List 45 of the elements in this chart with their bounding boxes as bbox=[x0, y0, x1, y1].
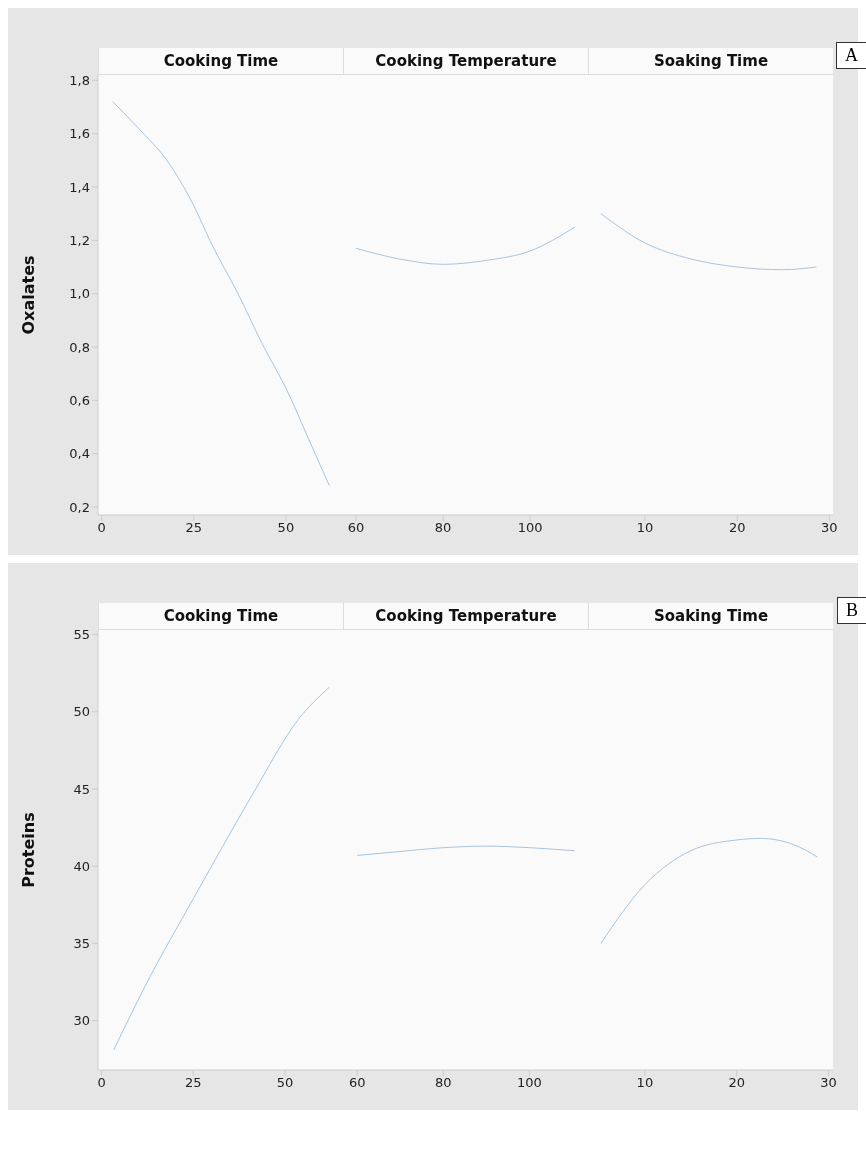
chart-title: Cooking Temperature bbox=[343, 603, 588, 630]
chart-title: Cooking Time bbox=[98, 48, 343, 75]
x-tick-label: 10 bbox=[636, 520, 654, 536]
x-tick-label: 25 bbox=[185, 520, 203, 536]
y-tick-label: 1,8 bbox=[69, 72, 90, 88]
y-tick-label: 0,2 bbox=[69, 499, 90, 515]
y-tick-label: 35 bbox=[73, 936, 90, 952]
x-tick-label: 60 bbox=[348, 1075, 366, 1091]
y-tick-label: 50 bbox=[73, 704, 90, 720]
y-axis-title: Oxalates bbox=[18, 255, 38, 335]
chart-title: Soaking Time bbox=[588, 48, 833, 75]
y-tick-label: 45 bbox=[73, 781, 90, 797]
x-tick-label: 60 bbox=[347, 520, 365, 536]
x-tick-label: 20 bbox=[728, 520, 746, 536]
x-tick-label: 0 bbox=[97, 520, 106, 536]
chart-title: Cooking Time bbox=[98, 603, 343, 630]
x-tick-label: 80 bbox=[434, 520, 452, 536]
y-tick-label: 1,6 bbox=[69, 126, 90, 142]
x-tick-label: 50 bbox=[277, 520, 295, 536]
x-tick-label: 50 bbox=[276, 1075, 294, 1091]
y-axis-title: Proteins bbox=[18, 812, 38, 888]
x-tick-label: 80 bbox=[435, 1075, 452, 1091]
x-tick-label: 30 bbox=[820, 1075, 837, 1091]
line-series bbox=[112, 101, 330, 487]
y-tick-label: 0,8 bbox=[69, 339, 90, 355]
y-tick-label: 1,4 bbox=[69, 179, 90, 195]
text: A bbox=[836, 42, 866, 69]
x-tick-label: 100 bbox=[517, 520, 543, 536]
y-tick-label: 1,2 bbox=[69, 232, 90, 248]
y-tick-label: 55 bbox=[73, 627, 90, 643]
x-tick-label: 100 bbox=[517, 1075, 542, 1091]
chart-title: Cooking Temperature bbox=[343, 48, 588, 75]
y-tick-label: 40 bbox=[73, 858, 90, 874]
y-tick-label: 30 bbox=[73, 1013, 90, 1029]
y-tick-label: 0,4 bbox=[69, 446, 90, 462]
y-tick-label: 0,6 bbox=[69, 392, 90, 408]
line-series bbox=[113, 686, 330, 1051]
x-tick-label: 20 bbox=[728, 1075, 745, 1091]
chart-title: Soaking Time bbox=[588, 603, 833, 630]
y-tick-label: 1,0 bbox=[69, 286, 90, 302]
x-tick-label: 30 bbox=[821, 520, 838, 536]
text: B bbox=[836, 597, 866, 624]
x-tick-label: 10 bbox=[636, 1075, 654, 1091]
x-tick-label: 25 bbox=[185, 1075, 202, 1091]
x-tick-label: 0 bbox=[97, 1075, 106, 1091]
